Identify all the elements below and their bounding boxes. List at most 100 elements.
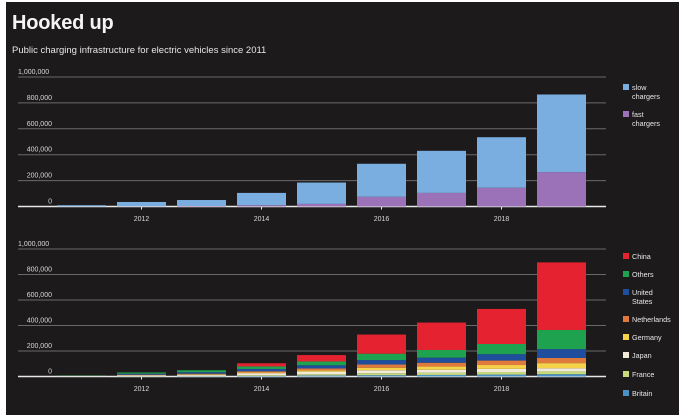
bar-segment-united-states-2016 bbox=[357, 360, 406, 365]
y-tick-label: 800,000 bbox=[27, 95, 52, 102]
legend-swatch bbox=[623, 271, 629, 277]
legend-swatch bbox=[623, 253, 629, 259]
bar-segment-united-states-2017 bbox=[417, 357, 466, 363]
x-tick-label: 2018 bbox=[494, 216, 510, 223]
bar-segment-japan-2016 bbox=[357, 370, 406, 374]
y-tick-label: 1,000,000 bbox=[18, 241, 49, 248]
bar-segment-fast-chargers-2019 bbox=[537, 172, 586, 207]
bar-segment-germany-2019 bbox=[537, 363, 586, 369]
bar-segment-china-2017 bbox=[417, 322, 466, 350]
chart-chargers-by-type: 0 200,000 400,000 600,000 800,000 1,000,000 20… bbox=[18, 69, 660, 223]
bar-segment-united-states-2014 bbox=[237, 368, 286, 372]
bar-segment-japan-2012 bbox=[117, 375, 166, 376]
legend-swatch bbox=[623, 84, 629, 90]
legend-label: chargers bbox=[632, 119, 660, 128]
y-tick-label: 0 bbox=[48, 369, 52, 376]
bar-segment-slow-chargers-2019 bbox=[537, 94, 586, 173]
chart-chargers-by-country: 0 200,000 400,000 600,000 800,000 1,000,000 20… bbox=[18, 241, 671, 398]
legend-swatch bbox=[623, 111, 629, 117]
legend-label: chargers bbox=[632, 92, 660, 101]
bar-segment-netherlands-2013 bbox=[177, 373, 226, 375]
bar-segment-fast-chargers-2016 bbox=[357, 196, 406, 207]
bar-segment-fast-chargers-2014 bbox=[237, 205, 286, 207]
bar-segment-fast-chargers-2013 bbox=[177, 205, 226, 207]
bar-segment-slow-chargers-2018 bbox=[477, 137, 526, 188]
bar-segment-others-2017 bbox=[417, 349, 466, 358]
x-tick-label: 2014 bbox=[254, 216, 270, 223]
bar-segment-france-2017 bbox=[417, 372, 466, 375]
x-tick-label: 2016 bbox=[374, 386, 390, 393]
y-tick-label: 200,000 bbox=[27, 173, 52, 180]
bar-segment-japan-2015 bbox=[297, 371, 346, 375]
chart-title: Hooked up bbox=[12, 12, 114, 34]
bar-segment-fast-chargers-2015 bbox=[297, 203, 346, 207]
x-tick-label: 2016 bbox=[374, 216, 390, 223]
bar-segment-others-2013 bbox=[177, 370, 226, 373]
bar-segment-united-states-2015 bbox=[297, 365, 346, 369]
legend-label: Japan bbox=[632, 351, 652, 360]
y-tick-label: 1,000,000 bbox=[18, 69, 49, 76]
bar-segment-britain-2018 bbox=[477, 374, 526, 377]
bar-segment-others-2019 bbox=[537, 329, 586, 350]
bar-segment-netherlands-2014 bbox=[237, 371, 286, 373]
bar-segment-france-2018 bbox=[477, 372, 526, 375]
legend-label: States bbox=[632, 297, 653, 306]
legend-swatch bbox=[623, 390, 629, 396]
legend-label: United bbox=[632, 288, 653, 297]
bar-segment-netherlands-2017 bbox=[417, 362, 466, 367]
bar-segment-slow-chargers-2011 bbox=[57, 205, 106, 207]
bar-segment-others-2014 bbox=[237, 366, 286, 369]
bar-segment-china-2015 bbox=[297, 355, 346, 362]
bar-segment-china-2018 bbox=[477, 308, 526, 344]
legend-swatch bbox=[623, 334, 629, 340]
bar-segment-netherlands-2016 bbox=[357, 364, 406, 368]
legend-label: Others bbox=[632, 270, 654, 279]
legend-label: fast bbox=[632, 110, 644, 119]
bar-segment-japan-2019 bbox=[537, 368, 586, 372]
bar-segment-japan-2013 bbox=[177, 374, 226, 376]
x-tick-label: 2012 bbox=[134, 386, 150, 393]
bar-segment-germany-2018 bbox=[477, 365, 526, 369]
bar-segment-britain-2017 bbox=[417, 374, 466, 377]
legend-swatch bbox=[623, 371, 629, 377]
bar-segment-britain-2019 bbox=[537, 374, 586, 377]
bar-segment-germany-2014 bbox=[237, 372, 286, 374]
bar-segment-france-2016 bbox=[357, 373, 406, 376]
legend-swatch bbox=[623, 352, 629, 358]
bar-segment-germany-2016 bbox=[357, 367, 406, 371]
bar-segment-fast-chargers-2018 bbox=[477, 187, 526, 207]
bar-segment-united-states-2013 bbox=[177, 372, 226, 374]
bar-segment-slow-chargers-2014 bbox=[237, 192, 286, 206]
bar-segment-united-states-2018 bbox=[477, 354, 526, 361]
bar-segment-netherlands-2019 bbox=[537, 358, 586, 364]
bar-segment-japan-2018 bbox=[477, 368, 526, 373]
bar-segment-others-2016 bbox=[357, 353, 406, 361]
bar-segment-others-2018 bbox=[477, 343, 526, 355]
bar-segment-others-2015 bbox=[297, 361, 346, 366]
bar-segment-britain-2015 bbox=[297, 375, 346, 377]
y-tick-label: 600,000 bbox=[27, 292, 52, 299]
bar-segment-slow-chargers-2013 bbox=[177, 200, 226, 206]
bar-segment-fast-chargers-2017 bbox=[417, 192, 466, 207]
bar-segment-germany-2017 bbox=[417, 366, 466, 370]
x-tick-label: 2012 bbox=[134, 216, 150, 223]
y-tick-label: 400,000 bbox=[27, 147, 52, 154]
legend-label: slow bbox=[632, 83, 647, 92]
bar-segment-china-2016 bbox=[357, 334, 406, 354]
legend-label: Britain bbox=[632, 389, 652, 398]
bar-segment-netherlands-2015 bbox=[297, 368, 346, 371]
legend-swatch bbox=[623, 316, 629, 322]
bar-segment-japan-2017 bbox=[417, 369, 466, 373]
legend-swatch bbox=[623, 289, 629, 295]
bar-segment-france-2019 bbox=[537, 371, 586, 375]
bar-segment-germany-2015 bbox=[297, 370, 346, 372]
x-tick-label: 2014 bbox=[254, 386, 270, 393]
bar-segment-slow-chargers-2016 bbox=[357, 163, 406, 197]
bar-segment-china-2019 bbox=[537, 262, 586, 330]
bar-segment-britain-2014 bbox=[237, 375, 286, 377]
y-tick-label: 0 bbox=[48, 199, 52, 206]
bar-segment-britain-2016 bbox=[357, 375, 406, 377]
bar-segment-united-states-2019 bbox=[537, 349, 586, 359]
bar-segment-others-2012 bbox=[117, 372, 166, 374]
